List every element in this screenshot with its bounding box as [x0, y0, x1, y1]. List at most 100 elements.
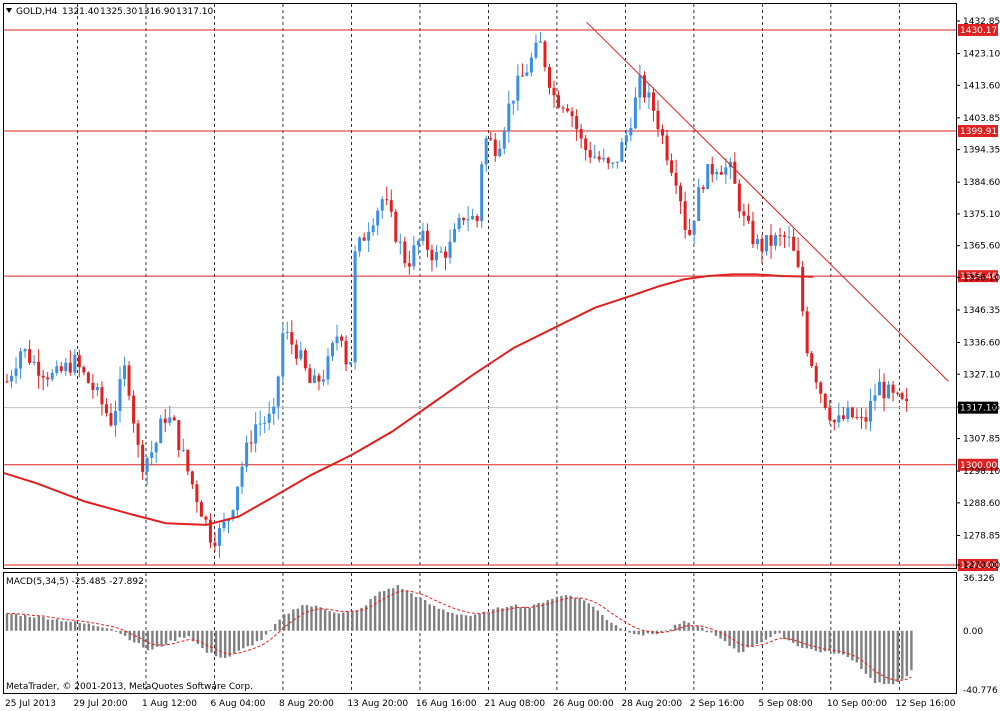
level-price-label: 1356.46: [960, 272, 997, 282]
macd-bar: [333, 612, 336, 631]
macd-bar: [823, 630, 827, 652]
candle-body: [113, 410, 117, 426]
macd-bar: [596, 610, 600, 631]
horizontal-levels: 1430.17 1399.91 1356.46 1300.00 1270.00 1317.…: [4, 23, 998, 571]
macd-bar: [632, 630, 636, 635]
macd-bar: [387, 588, 390, 631]
macd-bar: [169, 630, 172, 641]
candle-body: [896, 392, 900, 394]
macd-bar: [46, 619, 50, 631]
macd-bar: [373, 595, 377, 631]
macd-bar: [801, 630, 804, 648]
candle-body: [186, 449, 190, 472]
time-axis: 25 Jul 2013 29 Jul 20:00 1 Aug 12:00 6 Aug …: [5, 699, 956, 709]
macd-bar: [873, 630, 877, 684]
macd-bar: [614, 625, 618, 631]
candle-body: [529, 57, 533, 73]
candle-body: [606, 157, 610, 164]
macd-bar: [764, 630, 768, 640]
macd-bar: [664, 630, 668, 632]
candle-body: [308, 368, 312, 383]
macd-bar: [123, 630, 127, 636]
candle-body: [5, 381, 9, 383]
macd-bar: [737, 630, 740, 653]
macd-bar: [478, 613, 481, 631]
candle-body: [466, 219, 470, 221]
macd-bar: [433, 605, 436, 631]
candle-body: [471, 216, 475, 220]
candle-body: [670, 160, 674, 173]
macd-bar: [273, 623, 277, 631]
candle-body: [841, 415, 845, 419]
macd-bar: [755, 630, 759, 644]
triangle-down-icon[interactable]: [6, 8, 12, 13]
macd-bar: [501, 608, 504, 631]
macd-bar: [437, 608, 440, 631]
candle-body: [846, 407, 850, 419]
price-tick-label: 1317.35: [963, 403, 1000, 413]
macd-bar: [105, 628, 109, 631]
candle-body: [859, 417, 863, 419]
macd-bar: [223, 630, 227, 659]
candle-body: [41, 375, 45, 378]
candle-body: [873, 395, 877, 401]
candle-body: [136, 423, 140, 445]
macd-bar: [246, 630, 250, 647]
macd-bar: [228, 630, 231, 657]
candle-body: [547, 67, 551, 88]
trend-line[interactable]: [586, 21, 949, 382]
candle-body: [245, 442, 249, 467]
candle-body: [557, 95, 561, 108]
candle-body: [362, 237, 366, 241]
candle-body: [624, 135, 628, 143]
candle-body: [294, 344, 298, 359]
macd-bar: [792, 630, 795, 643]
macd-bar: [542, 602, 545, 631]
candle-body: [538, 41, 542, 43]
candle-body: [832, 420, 836, 423]
macd-pane-frame: [3, 572, 957, 694]
trend-line-segment[interactable]: [586, 21, 949, 382]
macd-bar: [514, 604, 518, 631]
candle-body: [516, 75, 520, 101]
ma-line: [3, 273, 814, 526]
candle-body: [810, 353, 814, 367]
macd-bar: [401, 589, 404, 631]
candle-body: [534, 42, 538, 58]
macd-bar: [328, 611, 331, 631]
time-tick-label: 8 Aug 20:00: [279, 699, 334, 709]
macd-bar: [455, 614, 459, 631]
candle-body: [285, 332, 289, 334]
candle-body: [353, 251, 357, 363]
macd-bar: [78, 622, 81, 631]
macd-bar: [537, 603, 540, 631]
macd-bar: [578, 597, 581, 631]
macd-bar: [573, 598, 577, 631]
macd-bar: [10, 613, 13, 631]
macd-bar: [37, 616, 41, 631]
macd-bar: [778, 630, 781, 634]
level-price-label: 1399.91: [960, 127, 997, 137]
price-tick-label: 1413.60: [963, 81, 1000, 91]
macd-bar: [451, 612, 454, 631]
candle-body: [376, 210, 380, 226]
macd-bar: [101, 627, 104, 631]
candle-body: [457, 217, 461, 229]
time-tick-label: 6 Aug 04:00: [210, 699, 265, 709]
candle-body: [32, 361, 36, 363]
candle-body: [520, 75, 524, 77]
macd-bar: [601, 614, 604, 631]
price-tick-label: 1394.35: [963, 146, 1000, 156]
candle-body: [398, 241, 402, 243]
candle-body: [28, 349, 32, 363]
macd-bar: [342, 612, 345, 631]
macd-bar: [642, 630, 645, 636]
level-price-box: [958, 23, 998, 36]
price-tick-label: 1365.60: [963, 242, 1000, 252]
macd-bar: [519, 607, 522, 631]
candle-body: [755, 239, 759, 245]
macd-bar: [673, 624, 677, 631]
macd-bar: [201, 630, 204, 649]
candle-body: [118, 378, 122, 411]
